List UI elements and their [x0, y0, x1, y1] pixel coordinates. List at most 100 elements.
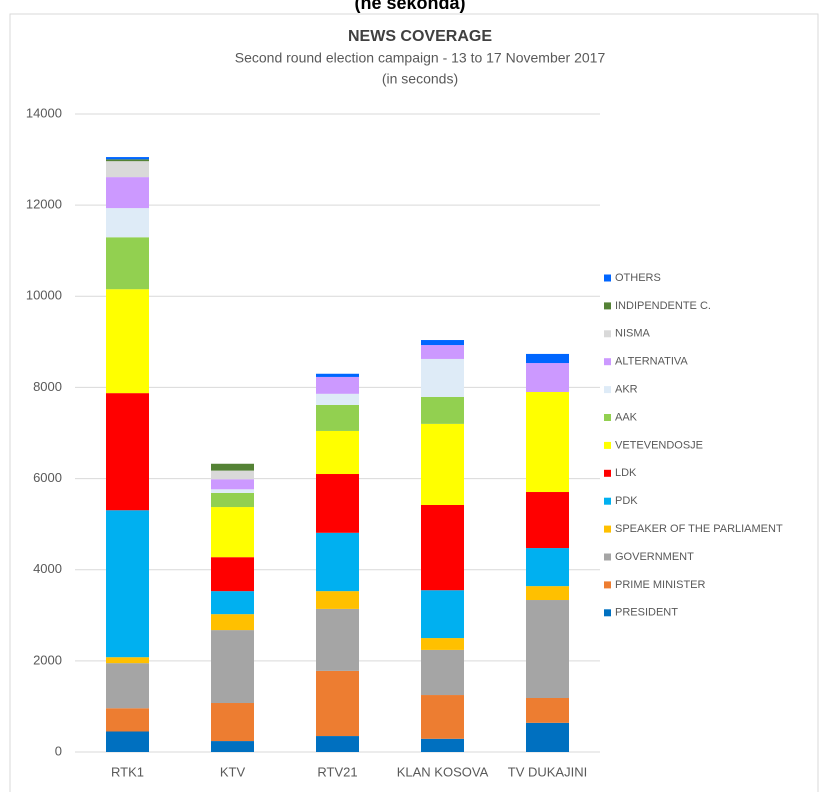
bar-segment — [106, 663, 149, 709]
bar-segment — [316, 736, 359, 752]
x-tick-label: RTV21 — [317, 764, 357, 779]
legend-swatch — [604, 274, 611, 282]
legend-label: OTHERS — [615, 272, 661, 284]
legend-label: NISMA — [615, 328, 651, 340]
bar-segment — [106, 393, 149, 511]
bar-segment — [421, 340, 464, 346]
legend-swatch — [604, 358, 611, 366]
chart-subtitle: Second round election campaign - 13 to 1… — [235, 50, 606, 66]
bar-segment — [526, 492, 569, 549]
bar-segment — [106, 237, 149, 290]
bar-segment — [421, 590, 464, 639]
legend-label: PRIME MINISTER — [615, 579, 706, 591]
bar-segment — [211, 557, 254, 592]
legend-label: INDIPENDENTE C. — [615, 300, 711, 312]
bar-segment — [211, 741, 254, 752]
legend-label: AKR — [615, 384, 638, 396]
y-tick-label: 14000 — [26, 105, 62, 120]
bar-segment — [211, 507, 254, 558]
legend-label: SPEAKER OF THE PARLIAMENT — [615, 523, 783, 535]
bar-segment — [421, 505, 464, 591]
bar-segment — [211, 463, 254, 471]
y-tick-label: 2000 — [33, 652, 62, 667]
legend-label: ALTERNATIVA — [615, 356, 688, 368]
bar-segment — [106, 161, 149, 178]
legend-swatch — [604, 441, 611, 449]
legend-swatch — [604, 525, 611, 533]
legend-label: GOVERNMENT — [615, 551, 694, 563]
bar-segment — [106, 177, 149, 209]
bar-segment — [316, 474, 359, 533]
bar-segment — [316, 591, 359, 609]
x-tick-label: KLAN KOSOVA — [397, 764, 489, 779]
x-tick-label: KTV — [220, 764, 246, 779]
bar-segment — [421, 649, 464, 696]
bar-segment — [526, 353, 569, 364]
legend-label: PRESIDENT — [615, 607, 678, 619]
bar-segment — [106, 708, 149, 732]
bar-segment — [421, 345, 464, 359]
bar-segment — [106, 289, 149, 394]
bar-segment — [106, 159, 149, 162]
legend-label: VETEVENDOSJE — [615, 439, 703, 451]
legend-swatch — [604, 414, 611, 421]
bar-segment — [316, 404, 359, 431]
y-tick-label: 8000 — [33, 379, 62, 394]
bar-segment — [316, 393, 359, 405]
bar-segment — [211, 703, 254, 742]
bar-segment — [316, 608, 359, 671]
y-tick-label: 0 — [55, 743, 62, 758]
bar-segment — [211, 591, 254, 615]
legend-swatch — [604, 469, 611, 477]
bar-segment — [421, 358, 464, 397]
legend-swatch — [604, 581, 611, 589]
bar-segment — [421, 423, 464, 506]
bar-segment — [421, 695, 464, 739]
legend-swatch — [604, 386, 611, 394]
y-tick-label: 12000 — [26, 197, 62, 212]
bar-segment — [211, 470, 254, 480]
bar-segment — [211, 492, 254, 508]
x-tick-label: TV DUKAJINI — [508, 764, 587, 779]
bar-segment — [526, 363, 569, 392]
legend-swatch — [604, 302, 611, 310]
chart-title: NEWS COVERAGE — [348, 28, 492, 45]
bar-segment — [526, 548, 569, 587]
bar-segment — [526, 391, 569, 493]
bar-segment — [106, 208, 149, 238]
bar-segment — [526, 586, 569, 601]
legend-label: PDK — [615, 495, 638, 507]
legend-swatch — [604, 497, 611, 505]
bar-segment — [316, 430, 359, 475]
bar-segment — [316, 373, 359, 377]
bar-segment — [211, 614, 254, 631]
bar-segment — [526, 722, 569, 752]
header: (në sekonda) — [354, 0, 465, 13]
bar-segment — [316, 532, 359, 592]
legend-label: LDK — [615, 467, 637, 479]
chart-subtitle: (in seconds) — [382, 71, 458, 87]
bar-segment — [211, 479, 254, 490]
bar-segment — [526, 697, 569, 723]
bar-segment — [421, 638, 464, 650]
bar-segment — [316, 670, 359, 737]
bar-segment — [211, 630, 254, 704]
legend-swatch — [604, 609, 611, 617]
y-tick-label: 4000 — [33, 561, 62, 576]
legend-label: AAK — [615, 411, 638, 423]
bar-segment — [106, 157, 149, 160]
bar-segment — [106, 731, 149, 752]
x-tick-label: RTK1 — [111, 764, 144, 779]
bar-segment — [526, 600, 569, 698]
bar-segment — [106, 657, 149, 664]
bar-segment — [211, 489, 254, 493]
y-tick-label: 6000 — [33, 470, 62, 485]
legend-swatch — [604, 330, 611, 338]
bar-segment — [106, 510, 149, 658]
bar-segment — [316, 376, 359, 394]
bar-segment — [421, 738, 464, 752]
legend-swatch — [604, 553, 611, 561]
bar-segment — [421, 396, 464, 424]
y-tick-label: 10000 — [26, 288, 62, 303]
